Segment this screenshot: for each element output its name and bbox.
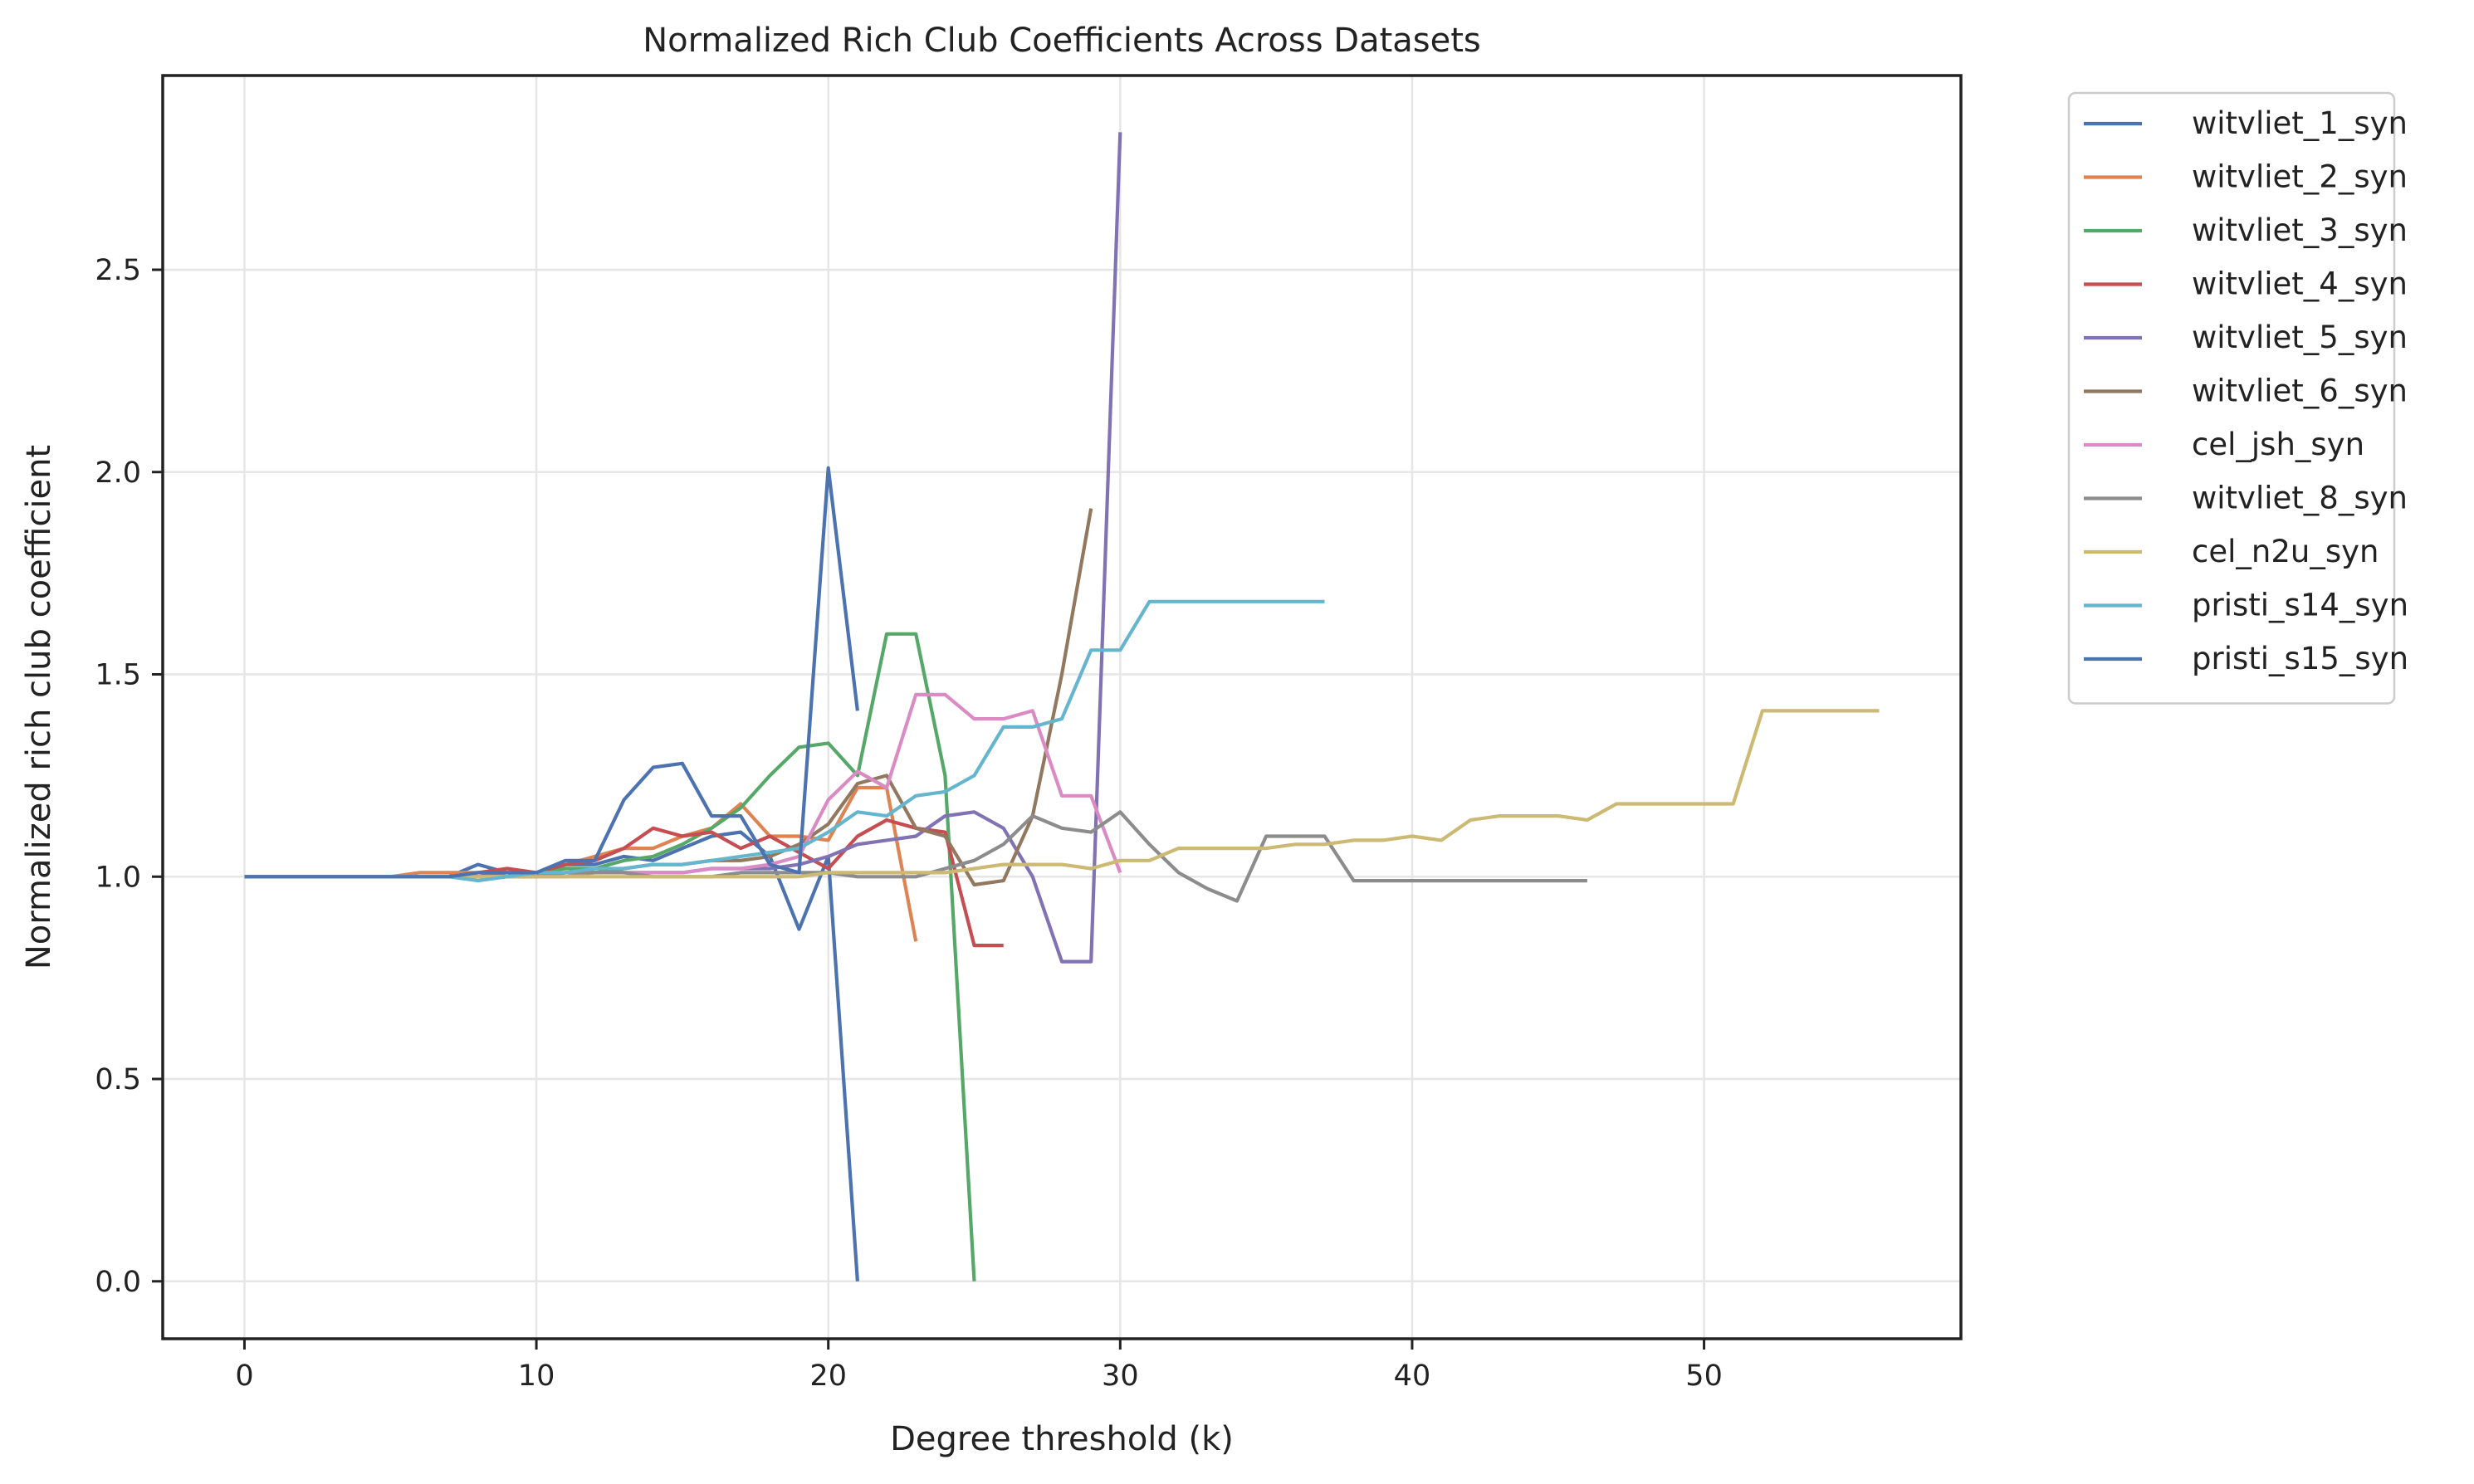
legend-label: witvliet_5_syn bbox=[2192, 320, 2408, 355]
y-axis-label: Normalized rich club coefficient bbox=[20, 445, 58, 969]
x-tick-label: 50 bbox=[1685, 1360, 1723, 1393]
x-tick-label: 40 bbox=[1394, 1360, 1431, 1393]
series-line-pristi_s15_syn bbox=[244, 466, 859, 879]
y-tick-label: 2.5 bbox=[95, 254, 141, 287]
y-tick-label: 0.0 bbox=[95, 1266, 141, 1299]
ticks: 0 10 20 30 40 50 0.0 0.5 1.0 1.5 2.0 2.5 bbox=[95, 254, 1723, 1393]
legend-label: witvliet_4_syn bbox=[2192, 266, 2408, 302]
y-tick-label: 1.5 bbox=[95, 659, 141, 692]
chart-title: Normalized Rich Club Coefficients Across… bbox=[643, 22, 1481, 60]
x-tick-label: 10 bbox=[518, 1360, 555, 1393]
legend-label: pristi_s14_syn bbox=[2192, 588, 2408, 623]
series-layer bbox=[244, 132, 1880, 1281]
y-tick-label: 0.5 bbox=[95, 1063, 141, 1096]
plot-frame bbox=[161, 74, 1963, 1340]
legend-label: witvliet_1_syn bbox=[2192, 105, 2408, 141]
y-tick-label: 2.0 bbox=[95, 456, 141, 490]
x-axis-label: Degree threshold (k) bbox=[890, 1420, 1234, 1458]
legend-box bbox=[2067, 91, 2396, 705]
x-tick-label: 20 bbox=[809, 1360, 847, 1393]
legend-label: cel_n2u_syn bbox=[2192, 534, 2379, 569]
x-tick-label: 0 bbox=[235, 1360, 253, 1393]
legend-label: witvliet_6_syn bbox=[2192, 373, 2408, 409]
y-tick-label: 1.0 bbox=[95, 861, 141, 894]
x-tick-label: 30 bbox=[1102, 1360, 1139, 1393]
legend-label: witvliet_3_syn bbox=[2192, 212, 2408, 248]
legend-label: witvliet_8_syn bbox=[2192, 481, 2408, 516]
legend-label: witvliet_2_syn bbox=[2192, 159, 2408, 195]
legend-label: cel_jsh_syn bbox=[2192, 427, 2364, 462]
legend-label: pristi_s15_syn bbox=[2192, 641, 2408, 676]
legend: witvliet_1_syn witvliet_2_syn witvliet_3_s… bbox=[2067, 91, 2408, 705]
